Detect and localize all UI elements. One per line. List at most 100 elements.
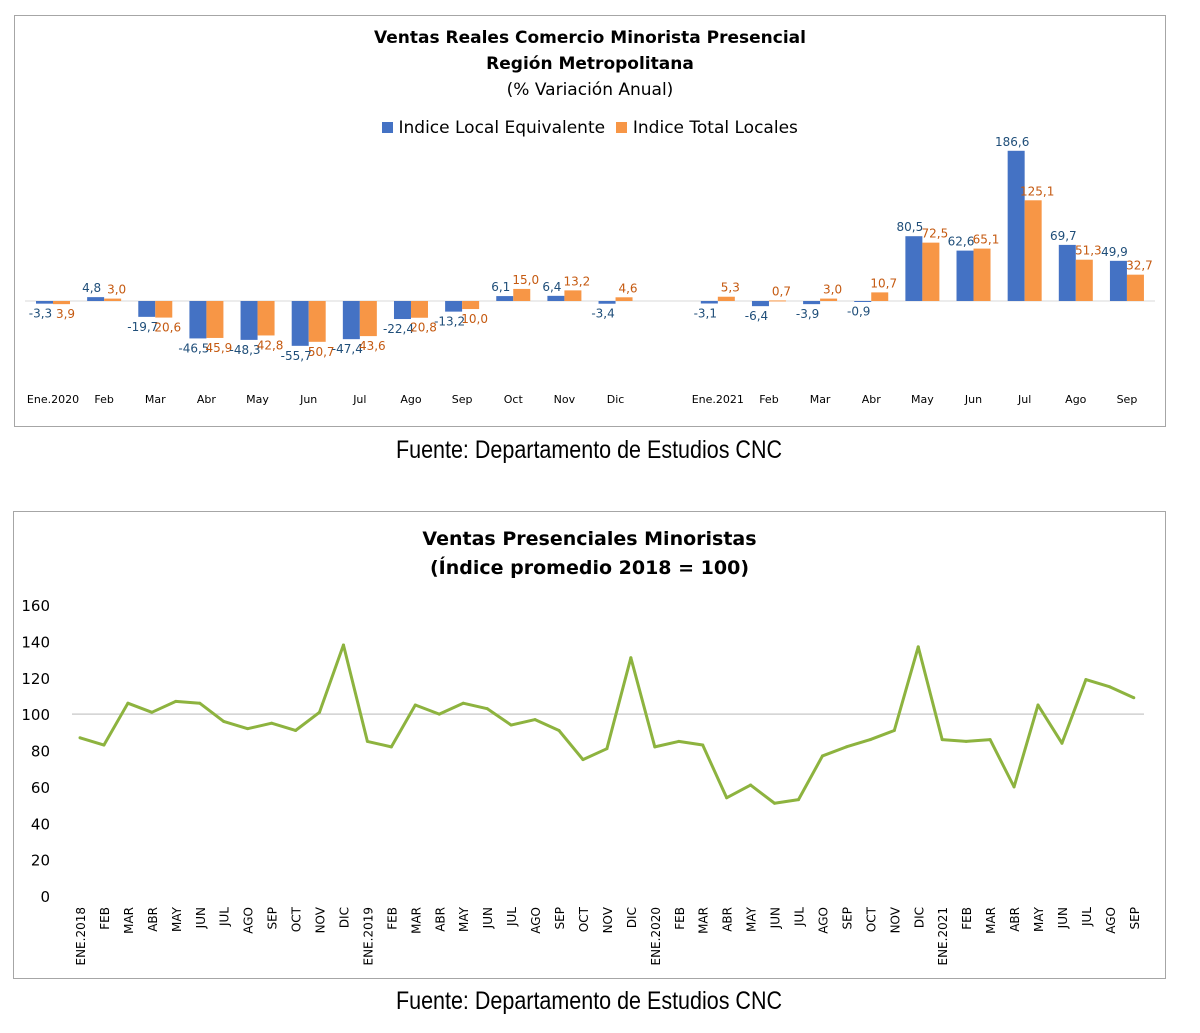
data-label: 65,1: [973, 233, 1000, 247]
line-chart-source: Fuente: Departamento de Estudios CNC: [395, 987, 783, 1015]
x-tick-label: May: [246, 393, 269, 406]
data-label: -6,4: [745, 309, 768, 323]
data-label: 6,4: [542, 280, 561, 294]
data-label: 4,6: [618, 281, 637, 295]
y-tick-label: 80: [31, 743, 50, 761]
x-tick-label: ENE.2021: [936, 907, 950, 966]
bar-total: [53, 301, 70, 305]
x-tick-label: AGO: [816, 907, 830, 934]
data-label: -3,1: [694, 306, 717, 320]
x-tick-label: FEB: [98, 907, 112, 930]
data-point: [820, 754, 824, 758]
bar-total: [155, 301, 173, 318]
data-label: -13,2: [434, 315, 465, 329]
bar-local: [87, 297, 105, 301]
data-point: [485, 707, 489, 711]
bar-total: [922, 242, 940, 301]
data-point: [677, 739, 681, 743]
bar-local: [393, 301, 411, 320]
bar-local: [445, 301, 463, 312]
x-tick-label: SEP: [266, 907, 280, 929]
bar-total: [513, 288, 531, 301]
bar-total: [717, 296, 735, 301]
data-point: [964, 739, 968, 743]
bar-total: [206, 301, 224, 338]
bar-chart-source: Fuente: Departamento de Estudios CNC: [395, 436, 783, 464]
bar-local: [598, 301, 616, 304]
data-label: 20,8: [410, 321, 437, 335]
x-tick-label: DIC: [625, 907, 639, 928]
y-tick-label: 100: [21, 706, 50, 724]
bar-total: [1126, 274, 1144, 301]
data-point: [1012, 785, 1016, 789]
data-label: 125,1: [1020, 184, 1054, 198]
x-tick-label: ABR: [721, 907, 735, 932]
data-point: [246, 727, 250, 731]
x-tick-label: Jun: [299, 393, 317, 406]
x-tick-label: Dic: [607, 393, 625, 406]
bar-total: [820, 298, 838, 301]
y-tick-label: 40: [31, 815, 50, 833]
data-point: [78, 736, 82, 740]
data-label: -47,4: [332, 342, 363, 356]
data-point: [389, 745, 393, 749]
bar-chart-panel: Ventas Reales Comercio Minorista Presenc…: [14, 15, 1166, 427]
data-point: [797, 798, 800, 802]
x-tick-label: Ene.2021: [692, 393, 744, 406]
x-tick-label: MAR: [122, 907, 136, 934]
data-label: -19,7: [127, 320, 158, 334]
data-label: 3,0: [823, 283, 842, 297]
x-tick-label: JUN: [769, 907, 783, 929]
bar-local: [956, 250, 974, 301]
legend-label-local: Indice Local Equivalente: [398, 118, 606, 138]
x-tick-label: Abr: [197, 393, 217, 406]
line-chart-panel: Ventas Presenciales Minoristas (Índice p…: [13, 511, 1166, 979]
data-point: [1084, 678, 1088, 682]
data-point: [126, 701, 130, 705]
data-point: [868, 738, 872, 742]
y-tick-label: 0: [40, 888, 50, 906]
bar-total: [1075, 259, 1093, 301]
x-tick-label: ABR: [146, 907, 160, 932]
bar-total: [257, 301, 275, 336]
data-point: [1036, 703, 1040, 707]
x-tick-label: OCT: [864, 906, 878, 932]
data-label: -3,9: [796, 307, 819, 321]
data-label: 5,3: [721, 281, 740, 295]
x-tick-label: MAY: [745, 906, 759, 932]
bar-local: [36, 301, 53, 304]
data-label: 10,7: [870, 276, 897, 290]
x-tick-label: MAY: [170, 906, 184, 932]
data-label: 62,6: [948, 235, 975, 249]
x-tick-label: Feb: [94, 393, 113, 406]
data-point: [294, 728, 298, 732]
x-tick-label: Ene.2020: [27, 393, 79, 406]
x-tick-label: Ago: [1065, 393, 1087, 406]
data-label: 3,9: [56, 307, 75, 321]
data-label: -22,4: [383, 322, 414, 336]
x-tick-label: ABR: [1008, 907, 1022, 932]
data-label: 6,1: [491, 280, 510, 294]
x-tick-label: Mar: [145, 393, 166, 406]
bar-local: [854, 301, 872, 302]
x-tick-label: SEP: [1128, 907, 1142, 929]
x-tick-label: AGO: [242, 907, 256, 934]
data-label: 4,8: [82, 281, 101, 295]
x-tick-label: FEB: [385, 907, 399, 930]
data-label: -46,5: [178, 341, 209, 355]
data-point: [437, 712, 441, 716]
data-point: [557, 728, 561, 732]
data-point: [653, 745, 657, 749]
x-tick-label: Jul: [352, 393, 366, 406]
data-point: [270, 721, 274, 725]
bar-total: [768, 300, 786, 302]
x-tick-label: Sep: [1117, 393, 1138, 406]
x-tick-label: Ago: [400, 393, 422, 406]
bar-local: [700, 301, 718, 304]
bar-local: [547, 295, 565, 301]
x-tick-label: NOV: [601, 906, 615, 933]
x-tick-label: JUL: [505, 907, 519, 927]
bar-local: [1007, 150, 1025, 301]
data-point: [413, 703, 417, 707]
x-tick-label: OCT: [290, 906, 304, 932]
